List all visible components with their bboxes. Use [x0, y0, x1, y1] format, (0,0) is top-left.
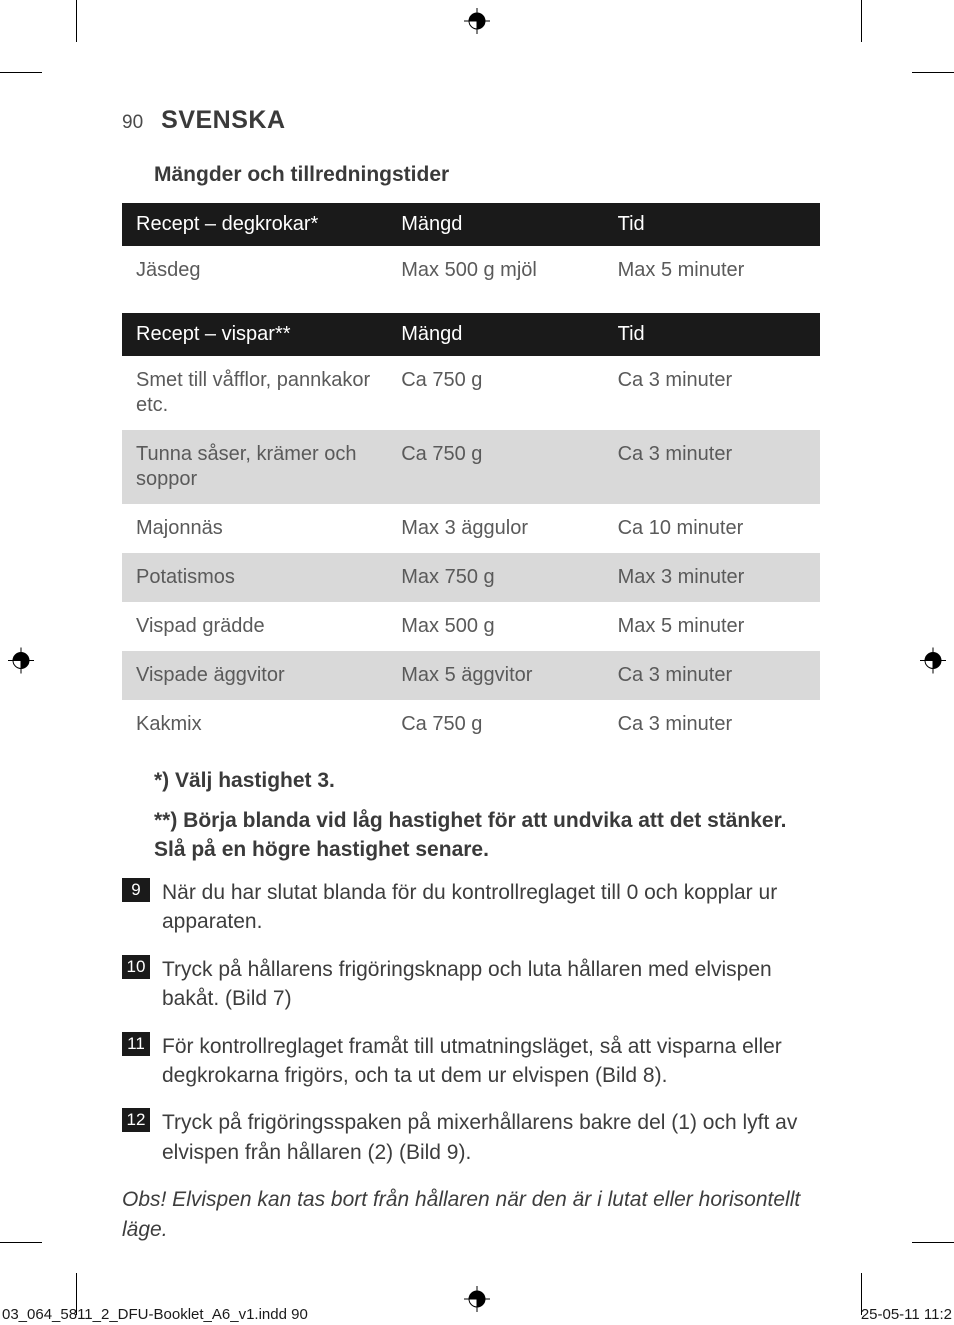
table-header-cell: Mängd — [387, 203, 603, 246]
footnote-low-speed: **) Börja blanda vid låg hastighet för a… — [154, 807, 820, 864]
table-row: Vispad gräddeMax 500 gMax 5 minuter — [122, 602, 820, 651]
step-number-badge: 9 — [122, 878, 150, 902]
table-cell: Ca 3 minuter — [604, 430, 820, 504]
language-header: SVENSKA — [161, 106, 285, 135]
table-row: MajonnäsMax 3 äggulorCa 10 minuter — [122, 504, 820, 553]
table-header-cell: Recept – degkrokar* — [122, 203, 387, 246]
table-cell: Max 5 minuter — [604, 602, 820, 651]
table-cell: Ca 3 minuter — [604, 700, 820, 749]
table-degkrokar: Recept – degkrokar* Mängd Tid JäsdegMax … — [122, 203, 820, 295]
step-text: Tryck på frigöringsspaken på mixerhållar… — [162, 1108, 820, 1167]
table-cell: Max 750 g — [387, 553, 603, 602]
step-text: Tryck på hållarens frigöringsknapp och l… — [162, 955, 820, 1014]
step-text: För kontrollreglaget framåt till utmatni… — [162, 1032, 820, 1091]
step-item: 12 Tryck på frigöringsspaken på mixerhåll… — [122, 1108, 820, 1167]
table-row: JäsdegMax 500 g mjölMax 5 minuter — [122, 246, 820, 295]
table-cell: Kakmix — [122, 700, 387, 749]
section-title: Mängder och tillredningstider — [154, 163, 820, 187]
table-row: Tunna såser, krämer och sopporCa 750 gCa… — [122, 430, 820, 504]
table-cell: Max 5 äggvitor — [387, 651, 603, 700]
table-vispar: Recept – vispar** Mängd Tid Smet till vå… — [122, 313, 820, 749]
table-cell: Max 3 äggulor — [387, 504, 603, 553]
step-text: När du har slutat blanda för du kontroll… — [162, 878, 820, 937]
step-number-badge: 11 — [122, 1032, 150, 1056]
step-item: 9 När du har slutat blanda för du kontrol… — [122, 878, 820, 937]
footer-datetime: 25-05-11 11:2 — [861, 1306, 952, 1323]
registration-mark-left-icon — [8, 647, 34, 678]
table-cell: Majonnäs — [122, 504, 387, 553]
table-cell: Ca 3 minuter — [604, 651, 820, 700]
table-row: KakmixCa 750 gCa 3 minuter — [122, 700, 820, 749]
print-footer: 03_064_5811_2_DFU-Booklet_A6_v1.indd 90 … — [0, 1306, 954, 1323]
registration-mark-right-icon — [920, 647, 946, 678]
step-item: 10 Tryck på hållarens frigöringsknapp och… — [122, 955, 820, 1014]
footnote-speed3: *) Välj hastighet 3. — [154, 767, 820, 795]
table-cell: Max 500 g — [387, 602, 603, 651]
table-row: Smet till våfflor, pannkakor etc.Ca 750 … — [122, 356, 820, 430]
table-header-cell: Tid — [604, 203, 820, 246]
table-cell: Ca 10 minuter — [604, 504, 820, 553]
table-cell: Ca 750 g — [387, 700, 603, 749]
table-header-cell: Mängd — [387, 313, 603, 356]
table-cell: Max 3 minuter — [604, 553, 820, 602]
table-cell: Potatismos — [122, 553, 387, 602]
table-cell: Ca 3 minuter — [604, 356, 820, 430]
table-cell: Tunna såser, krämer och soppor — [122, 430, 387, 504]
table-row: PotatismosMax 750 gMax 3 minuter — [122, 553, 820, 602]
page-content: 90 SVENSKA Mängder och tillredningstider… — [122, 106, 820, 1244]
step-list: 9 När du har slutat blanda för du kontrol… — [122, 878, 820, 1167]
table-cell: Jäsdeg — [122, 246, 387, 295]
step-number-badge: 12 — [122, 1108, 150, 1132]
obs-note: Obs! Elvispen kan tas bort från hållaren… — [122, 1185, 820, 1244]
table-cell: Max 500 g mjöl — [387, 246, 603, 295]
table-header-cell: Recept – vispar** — [122, 313, 387, 356]
table-row: Vispade äggvitorMax 5 äggvitorCa 3 minut… — [122, 651, 820, 700]
step-number-badge: 10 — [122, 955, 150, 979]
table-header-cell: Tid — [604, 313, 820, 356]
table-cell: Smet till våfflor, pannkakor etc. — [122, 356, 387, 430]
table-cell: Ca 750 g — [387, 430, 603, 504]
table-cell: Max 5 minuter — [604, 246, 820, 295]
footer-file: 03_064_5811_2_DFU-Booklet_A6_v1.indd 90 — [2, 1306, 308, 1323]
running-head: 90 SVENSKA — [122, 106, 820, 135]
table-cell: Vispade äggvitor — [122, 651, 387, 700]
table-cell: Vispad grädde — [122, 602, 387, 651]
registration-mark-top-icon — [464, 8, 490, 39]
step-item: 11 För kontrollreglaget framåt till utmat… — [122, 1032, 820, 1091]
table-cell: Ca 750 g — [387, 356, 603, 430]
page-number: 90 — [122, 112, 143, 134]
